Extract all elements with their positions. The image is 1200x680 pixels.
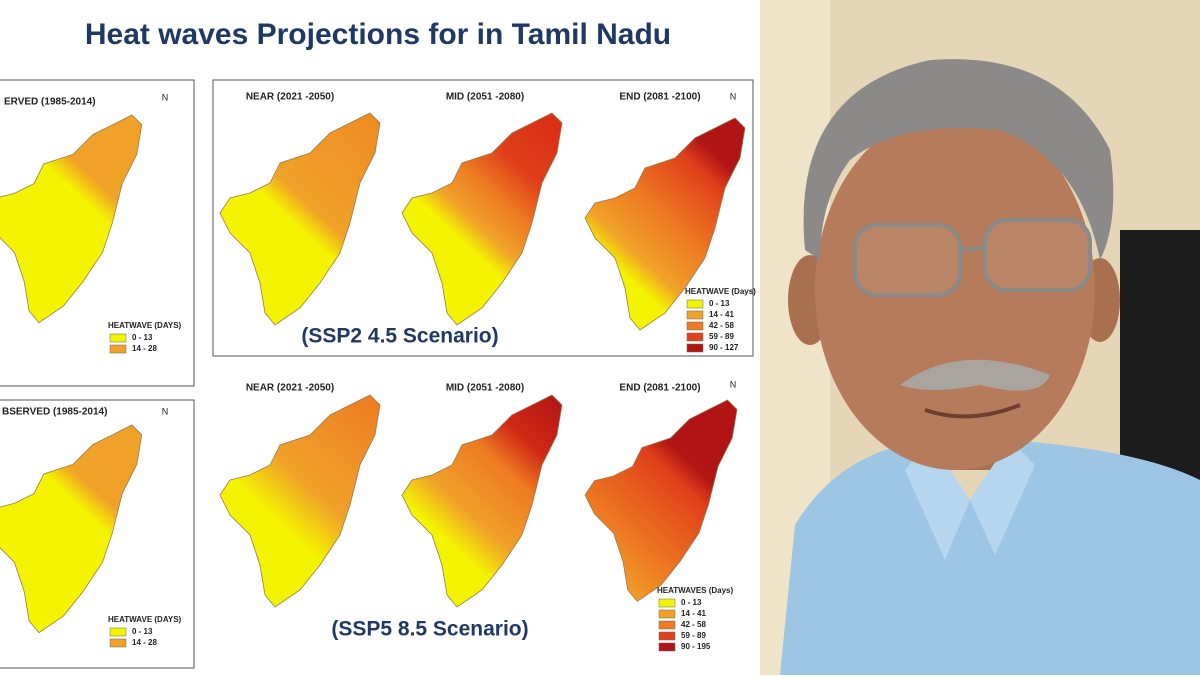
legend-label: 59 - 89 xyxy=(709,332,734,341)
photo-mouth xyxy=(924,403,1021,419)
map xyxy=(584,399,738,602)
legend-label: 42 - 58 xyxy=(681,620,706,629)
legend: HEATWAVE (Days) 0 - 13 14 - 41 42 - 58 59 - … xyxy=(685,287,756,353)
scenario-label: (SSP2 4.5 Scenario) xyxy=(301,325,498,348)
scenario-label: (SSP5 8.5 Scenario) xyxy=(331,618,528,641)
legend-label: 42 - 58 xyxy=(709,321,734,330)
legend-swatch xyxy=(109,344,127,354)
legend-label: 59 - 89 xyxy=(681,631,706,640)
legend-swatch xyxy=(686,299,704,309)
legend-swatch xyxy=(109,333,127,343)
legend-swatch xyxy=(686,310,704,320)
panel-heading: MID (2051 -2080) xyxy=(446,92,524,103)
legend-label: 0 - 13 xyxy=(709,299,730,308)
photo xyxy=(760,0,1200,675)
legend-label: 0 - 13 xyxy=(132,627,153,636)
panel-heading: END (2081 -2100) xyxy=(619,92,700,103)
panel-heading: NEAR (2021 -2050) xyxy=(246,383,334,394)
legend-swatch xyxy=(109,638,127,648)
legend-label: 90 - 127 xyxy=(709,343,739,352)
photo-mustache xyxy=(900,359,1050,391)
photo-glasses xyxy=(853,223,962,297)
photo-glasses xyxy=(983,218,1092,292)
legend-swatch xyxy=(686,343,704,353)
map xyxy=(401,394,563,608)
legend-swatch xyxy=(658,631,676,641)
slide-title: Heat waves Projections for in Tamil Nadu xyxy=(85,18,671,51)
legend-swatch xyxy=(658,609,676,619)
legend-title: HEATWAVE (DAYS) xyxy=(108,615,182,624)
legend-label: 0 - 13 xyxy=(132,333,153,342)
panel-heading: BSERVED (1985-2014) xyxy=(2,407,107,418)
legend-label: 14 - 41 xyxy=(709,310,734,319)
map xyxy=(219,394,381,608)
legend-label: 90 - 195 xyxy=(681,642,711,651)
panel-heading: MID (2051 -2080) xyxy=(446,383,524,394)
photo-chair xyxy=(1120,230,1200,490)
photo-glasses-bridge xyxy=(959,246,986,252)
legend-label: 14 - 28 xyxy=(132,344,157,353)
north-arrow: N xyxy=(730,379,737,389)
legend-swatch xyxy=(109,627,127,637)
legend-swatch xyxy=(686,321,704,331)
legend: HEATWAVES (Days) 0 - 13 14 - 41 42 - 58 59 -… xyxy=(657,586,733,652)
legend: HEATWAVE (DAYS) 0 - 13 14 - 28 xyxy=(108,321,182,354)
north-arrow: N xyxy=(162,406,169,416)
legend: HEATWAVE (DAYS) 0 - 13 14 - 28 xyxy=(108,615,182,648)
legend-swatch xyxy=(686,332,704,342)
north-arrow: N xyxy=(730,91,737,101)
legend-swatch xyxy=(658,598,676,608)
panel-heading: NEAR (2021 -2050) xyxy=(246,92,334,103)
panel-heading: ERVED (1985-2014) xyxy=(4,97,96,108)
legend-title: HEATWAVE (Days) xyxy=(685,287,756,296)
legend-title: HEATWAVE (DAYS) xyxy=(108,321,182,330)
legend-label: 14 - 41 xyxy=(681,609,706,618)
legend-swatch xyxy=(658,620,676,630)
north-arrow: N xyxy=(162,92,169,102)
photo-collar xyxy=(905,440,1035,560)
panel-heading: END (2081 -2100) xyxy=(619,383,700,394)
photo-hair xyxy=(803,59,1114,260)
photo-shirt xyxy=(780,440,1200,675)
legend-title: HEATWAVES (Days) xyxy=(657,586,733,595)
legend-label: 0 - 13 xyxy=(681,598,702,607)
legend-swatch xyxy=(658,642,676,652)
legend-label: 14 - 28 xyxy=(132,638,157,647)
